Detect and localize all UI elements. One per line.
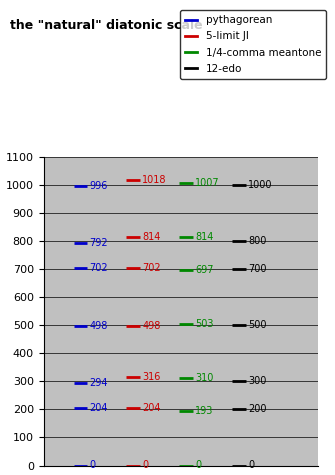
Text: 700: 700 — [248, 264, 266, 274]
Text: 498: 498 — [89, 321, 108, 331]
Text: 800: 800 — [248, 236, 266, 246]
Text: 697: 697 — [195, 265, 214, 275]
Text: 1007: 1007 — [195, 178, 220, 188]
Text: 310: 310 — [195, 373, 213, 383]
Text: 204: 204 — [142, 403, 161, 413]
Text: 316: 316 — [142, 372, 161, 382]
Text: the "natural" diatonic scale: the "natural" diatonic scale — [10, 19, 203, 32]
Text: 498: 498 — [142, 321, 161, 331]
Text: 702: 702 — [142, 264, 161, 274]
Text: 500: 500 — [248, 320, 266, 330]
Text: 193: 193 — [195, 406, 213, 416]
Text: 702: 702 — [89, 264, 108, 274]
Text: 0: 0 — [248, 460, 254, 471]
Text: 294: 294 — [89, 378, 108, 388]
Text: 0: 0 — [89, 460, 95, 471]
Text: 792: 792 — [89, 238, 108, 248]
Text: 996: 996 — [89, 181, 108, 191]
Text: 204: 204 — [89, 403, 108, 413]
Text: 1000: 1000 — [248, 180, 272, 190]
Text: 814: 814 — [195, 232, 213, 242]
Text: 300: 300 — [248, 376, 266, 386]
Text: 0: 0 — [195, 460, 201, 471]
Text: 0: 0 — [142, 460, 148, 471]
Text: 200: 200 — [248, 404, 266, 414]
Legend: pythagorean, 5-limit JI, 1/4-comma meantone, 12-edo: pythagorean, 5-limit JI, 1/4-comma meant… — [180, 10, 326, 79]
Text: 814: 814 — [142, 232, 161, 242]
Text: 1018: 1018 — [142, 175, 167, 185]
Text: 503: 503 — [195, 319, 214, 329]
